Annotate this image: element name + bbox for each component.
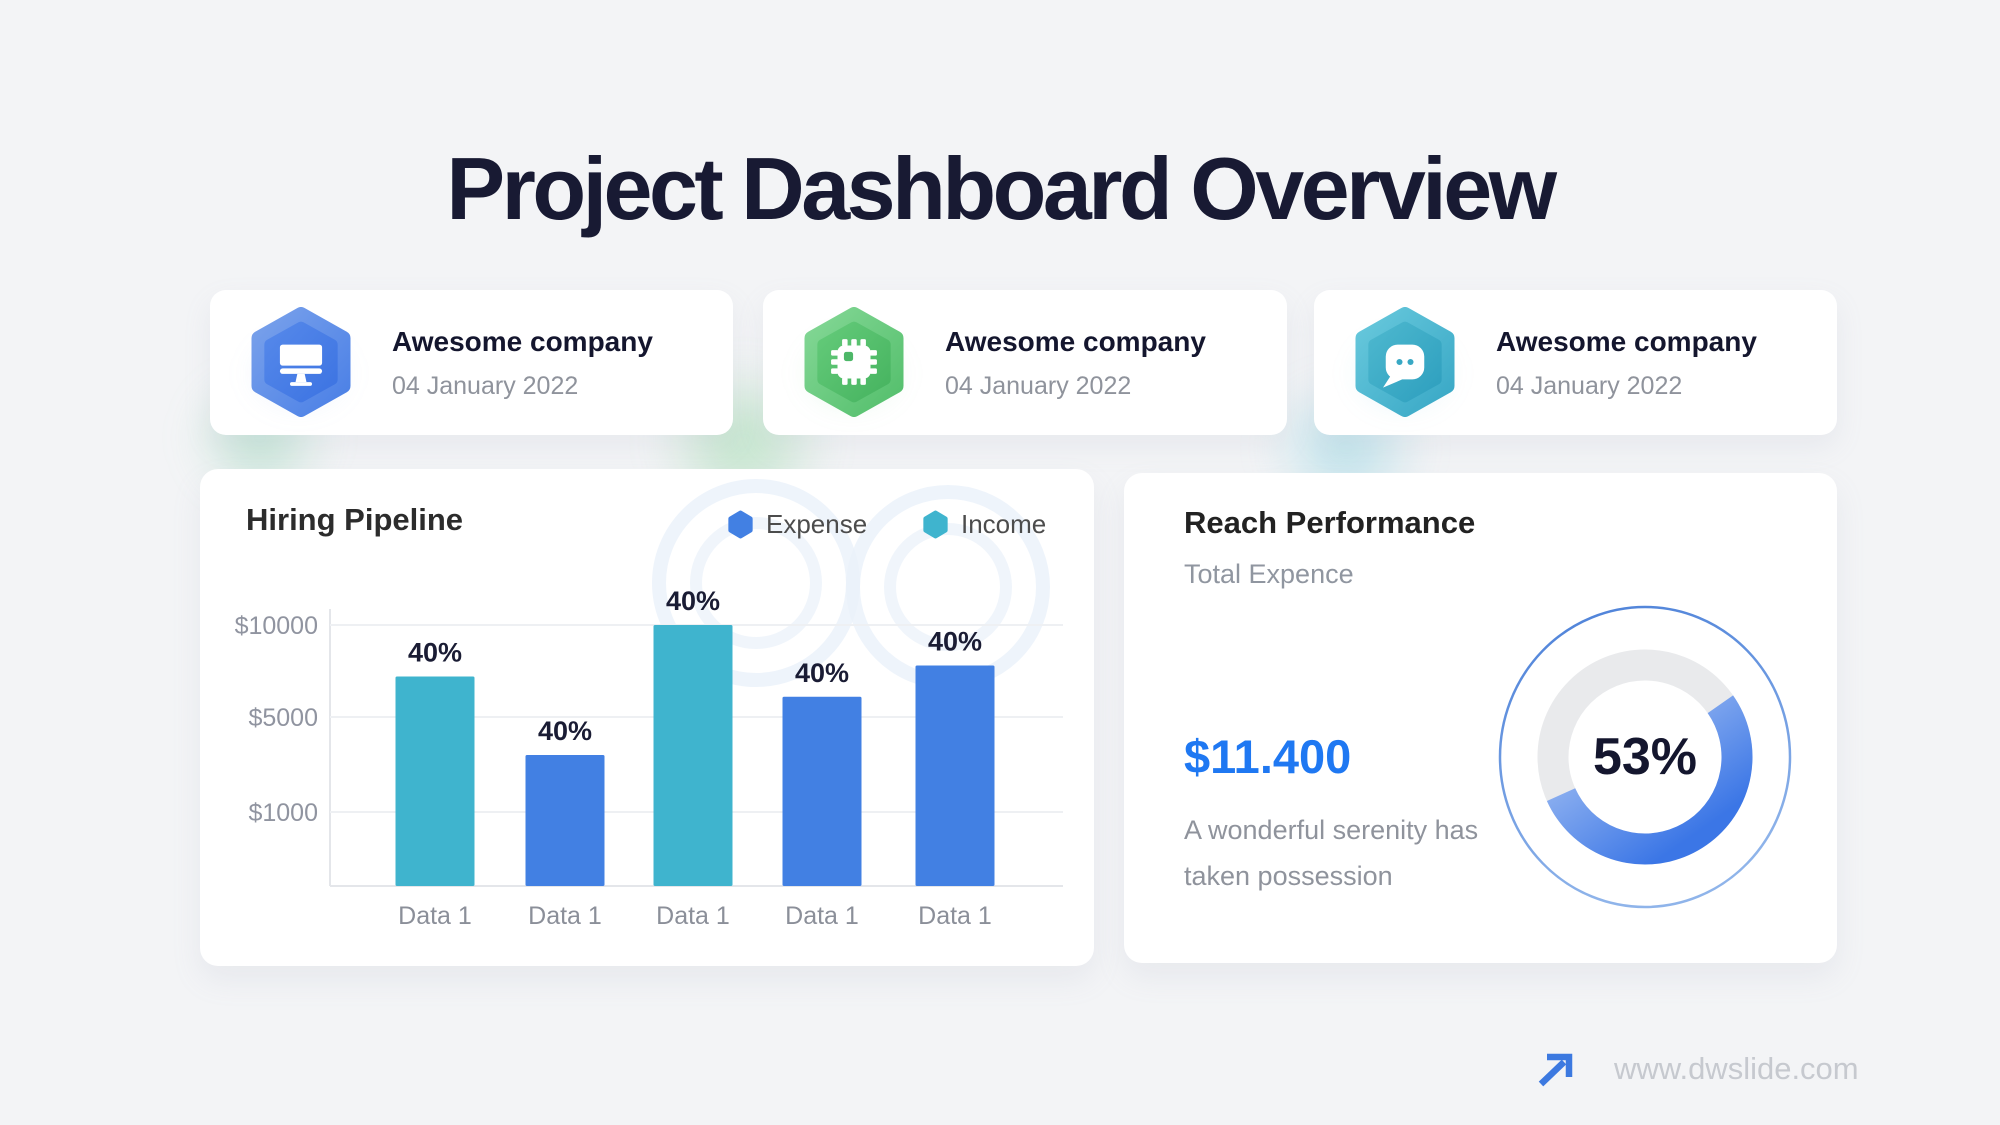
page-title: Project Dashboard Overview	[446, 138, 1557, 238]
x-tick-label: Data 1	[528, 902, 602, 930]
reach-subtitle: Total Expence	[1184, 559, 1354, 589]
company-name: Awesome company	[945, 326, 1206, 357]
info-card-1: Awesome company 04 January 2022	[210, 290, 733, 435]
company-date: 04 January 2022	[392, 372, 579, 400]
bar	[395, 676, 475, 886]
x-tick-label: Data 1	[398, 902, 472, 930]
info-card-2: Awesome company 04 January 2022	[763, 290, 1287, 435]
y-tick-label: $1000	[248, 799, 318, 827]
bar-value-label: 40%	[408, 638, 462, 668]
income-marker-icon	[923, 510, 948, 539]
info-card-3: Awesome company 04 January 2022	[1314, 290, 1837, 435]
company-date: 04 January 2022	[945, 372, 1132, 400]
donut-chart: 53%	[1475, 587, 1815, 927]
company-name: Awesome company	[1496, 326, 1757, 357]
arrow-up-right-icon	[1534, 1048, 1578, 1093]
reach-title: Reach Performance	[1184, 505, 1476, 540]
legend-label: Expense	[766, 509, 868, 539]
hiring-pipeline-card: Hiring Pipeline Expense Income $10000 $50…	[200, 469, 1094, 966]
company-name: Awesome company	[392, 326, 653, 357]
company-date: 04 January 2022	[1496, 372, 1683, 400]
bar-value-label: 40%	[795, 658, 849, 688]
reach-description: A wonderful serenity has taken possessio…	[1184, 815, 1479, 891]
bar-value-label: 40%	[538, 716, 592, 746]
y-tick-label: $5000	[248, 704, 318, 732]
bar	[915, 665, 995, 886]
donut-percent-label: 53%	[1592, 728, 1698, 786]
bar	[782, 696, 862, 886]
donut-outer-ring	[1498, 605, 1792, 909]
x-tick-label: Data 1	[918, 902, 992, 930]
chip-icon	[799, 307, 909, 417]
chat-bubble-icon	[1350, 307, 1460, 417]
bar	[653, 625, 733, 886]
footer-url-link[interactable]: www.dwslide.com	[1614, 1051, 1859, 1086]
bar-value-label: 40%	[666, 586, 720, 616]
expense-marker-icon	[728, 510, 753, 539]
legend-item-expense: Expense	[727, 509, 867, 540]
x-tick-label: Data 1	[656, 902, 730, 930]
total-expense-amount: $11.400	[1184, 730, 1352, 783]
x-tick-label: Data 1	[785, 902, 859, 930]
monitor-icon	[246, 307, 356, 417]
bar-chart: $10000 $5000 $1000 40% Data 1 40% Data 1 40% Dat…	[235, 586, 1063, 930]
legend-item-income: Income	[922, 509, 1046, 540]
bar-value-label: 40%	[928, 626, 982, 656]
reach-performance-card: Reach Performance Total Expence $11.400 …	[1124, 473, 1837, 963]
bar	[525, 755, 605, 886]
legend-label: Income	[961, 509, 1047, 539]
chart-title: Hiring Pipeline	[246, 502, 464, 537]
y-tick-label: $10000	[235, 612, 318, 640]
